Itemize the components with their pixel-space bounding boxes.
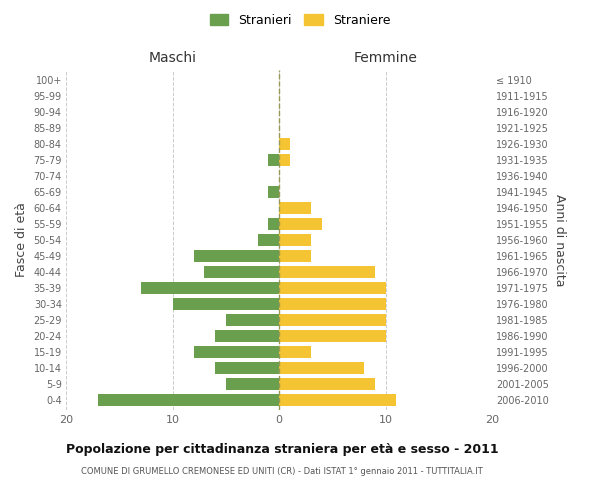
Y-axis label: Fasce di età: Fasce di età: [15, 202, 28, 278]
Bar: [279, 314, 386, 326]
Bar: [194, 346, 279, 358]
Bar: [205, 266, 279, 278]
Bar: [268, 154, 279, 166]
Bar: [268, 218, 279, 230]
Bar: [279, 138, 290, 150]
Bar: [215, 330, 279, 342]
Bar: [173, 298, 279, 310]
Bar: [268, 186, 279, 198]
Bar: [258, 234, 279, 246]
Text: Popolazione per cittadinanza straniera per età e sesso - 2011: Popolazione per cittadinanza straniera p…: [65, 442, 499, 456]
Bar: [226, 378, 279, 390]
Text: COMUNE DI GRUMELLO CREMONESE ED UNITI (CR) - Dati ISTAT 1° gennaio 2011 - TUTTIT: COMUNE DI GRUMELLO CREMONESE ED UNITI (C…: [81, 468, 483, 476]
Bar: [194, 250, 279, 262]
Legend: Stranieri, Straniere: Stranieri, Straniere: [205, 8, 395, 32]
Bar: [279, 266, 375, 278]
Bar: [279, 362, 364, 374]
Bar: [279, 154, 290, 166]
Text: Maschi: Maschi: [149, 51, 197, 65]
Bar: [279, 378, 375, 390]
Y-axis label: Anni di nascita: Anni di nascita: [553, 194, 566, 286]
Bar: [279, 394, 396, 406]
Bar: [279, 282, 386, 294]
Bar: [279, 330, 386, 342]
Bar: [279, 202, 311, 214]
Bar: [279, 234, 311, 246]
Bar: [279, 346, 311, 358]
Bar: [279, 298, 386, 310]
Bar: [215, 362, 279, 374]
Bar: [279, 250, 311, 262]
Text: Femmine: Femmine: [353, 51, 418, 65]
Bar: [98, 394, 279, 406]
Bar: [226, 314, 279, 326]
Bar: [140, 282, 279, 294]
Bar: [279, 218, 322, 230]
